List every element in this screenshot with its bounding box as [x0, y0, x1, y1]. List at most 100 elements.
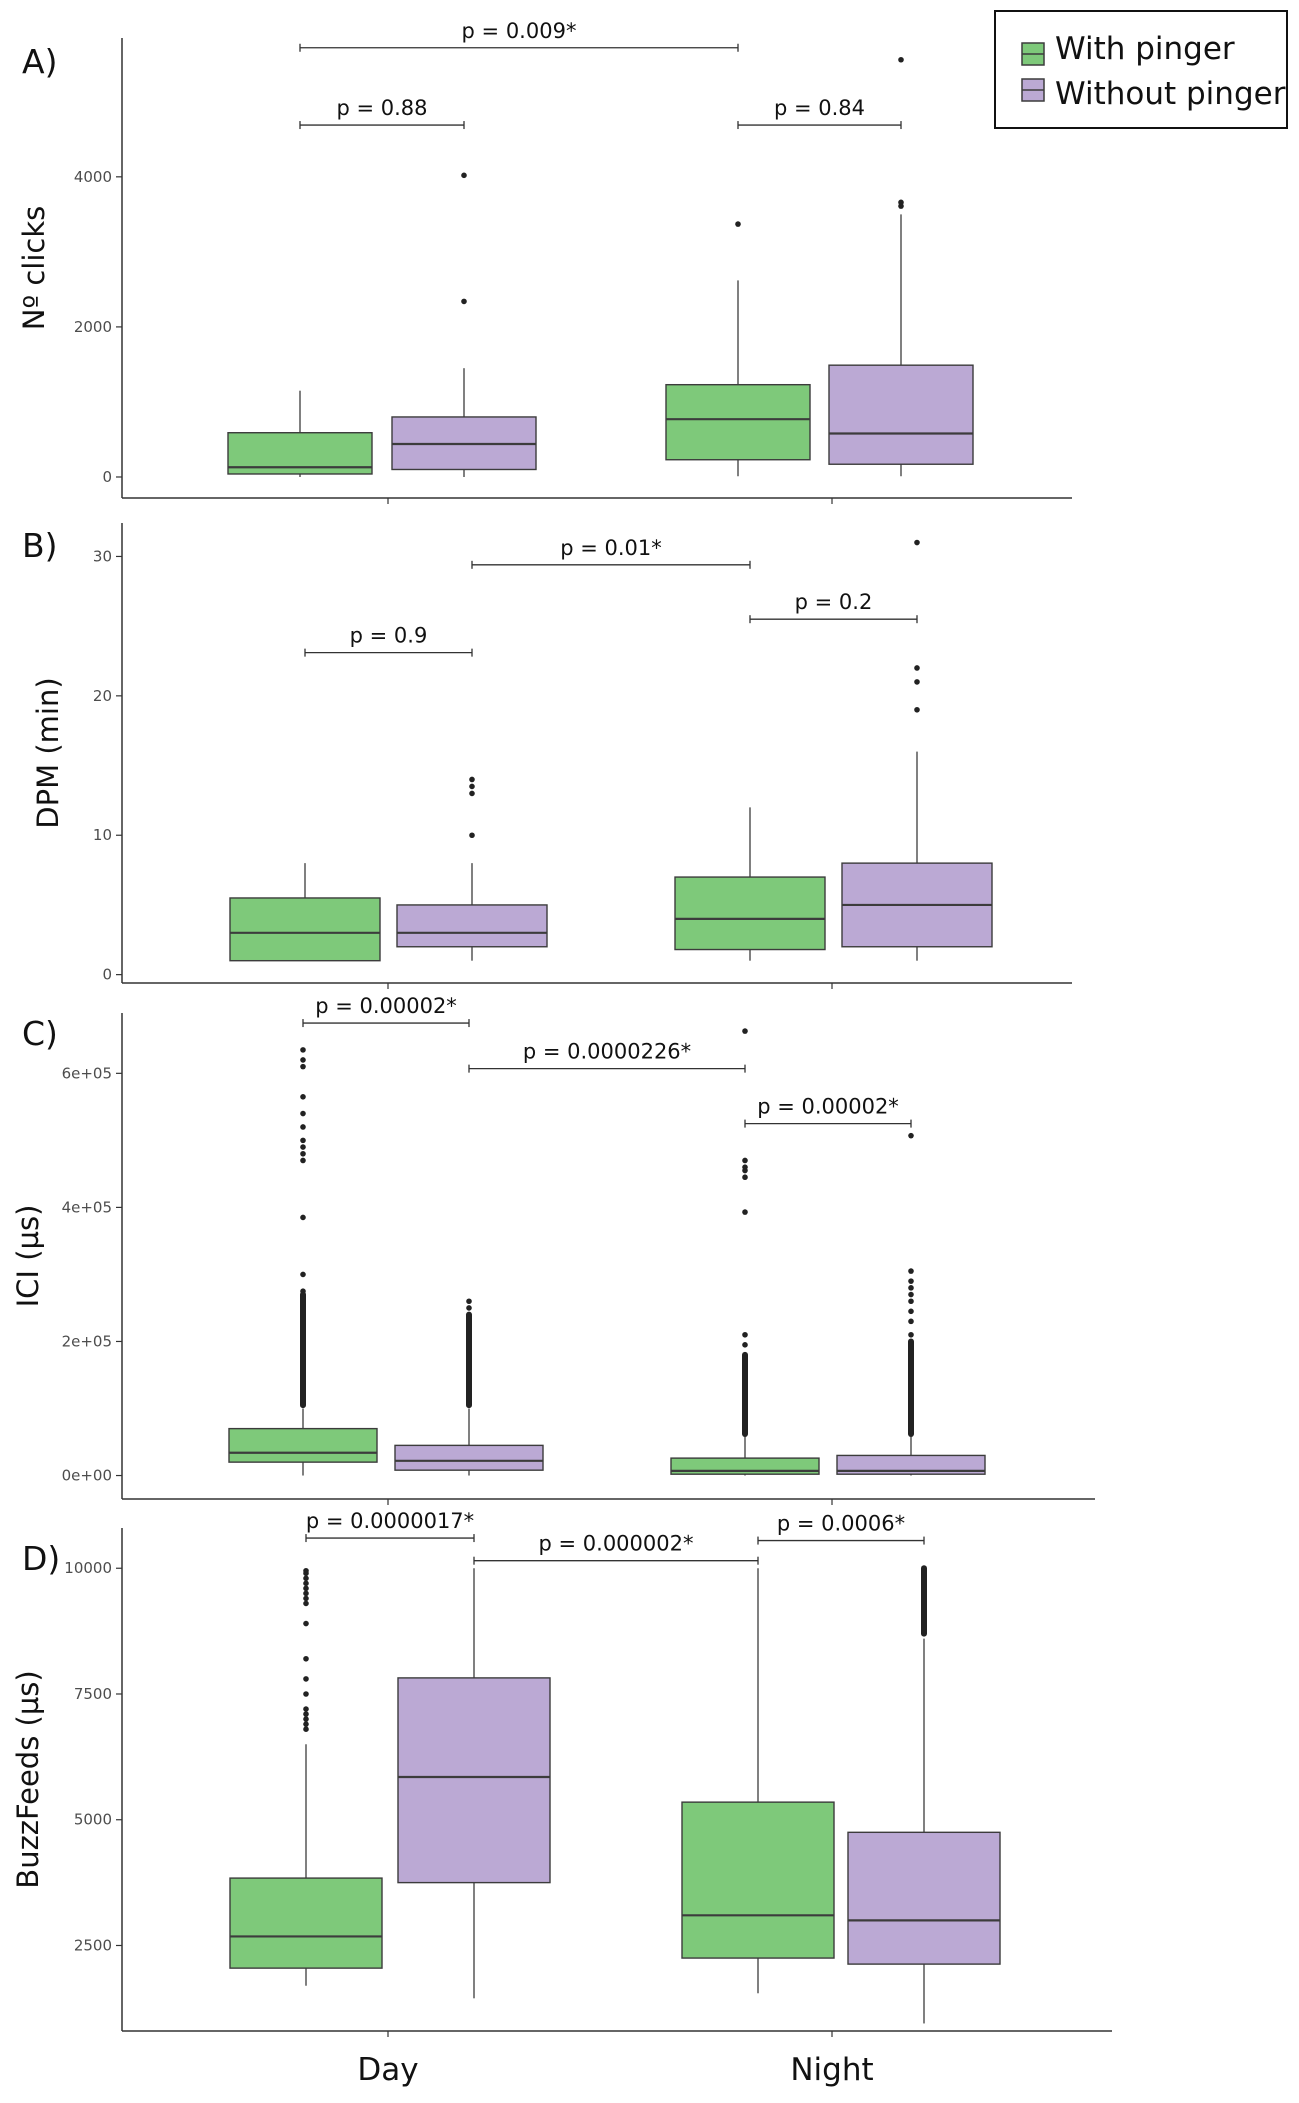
- outlier-point: [908, 1331, 914, 1338]
- y-tick-label: 6e+05: [62, 1064, 112, 1082]
- panel-c: 0e+00 2e+05 4e+05 6e+05 ICI (µs) C) p = 0.0000…: [11, 994, 1095, 1505]
- legend-label-without-pinger: Without pinger: [1055, 76, 1286, 112]
- significance-bracket: p = 0.00002*: [744, 1095, 912, 1128]
- y-tick-label: 4e+05: [62, 1198, 112, 1216]
- outlier-point: [908, 1285, 914, 1291]
- significance-bracket: p = 0.88: [299, 96, 465, 130]
- outlier-point: [742, 1209, 748, 1215]
- box-night-without-pinger: [841, 539, 993, 961]
- box-night-without-pinger: [836, 1132, 986, 1476]
- outlier-point: [300, 1214, 306, 1221]
- y-tick-label: 4000: [74, 168, 112, 186]
- outlier-point: [898, 56, 904, 63]
- y-axis-label: DPM (min): [31, 677, 65, 828]
- outlier-point: [908, 1268, 914, 1274]
- outlier-point: [303, 1716, 309, 1722]
- outlier-point: [300, 1093, 306, 1100]
- outlier-point: [303, 1676, 309, 1682]
- outlier-point: [742, 1028, 748, 1034]
- p-value-label: p = 0.2: [795, 590, 873, 614]
- outlier-point: [469, 790, 475, 797]
- box-night-with-pinger: [681, 1568, 835, 1994]
- outlier-point: [300, 1063, 306, 1070]
- significance-bracket: p = 0.0000017*: [305, 1509, 475, 1543]
- p-value-label: p = 0.0006*: [777, 1512, 905, 1536]
- box-night-with-pinger: [665, 221, 811, 477]
- y-tick-label: 20: [93, 687, 112, 705]
- y-tick-label: 10000: [64, 1559, 112, 1577]
- y-tick-label: 2500: [74, 1936, 112, 1954]
- y-tick-label: 0: [102, 966, 112, 984]
- significance-bracket: p = 0.2: [749, 590, 918, 624]
- outlier-point: [914, 539, 920, 546]
- outlier-point: [898, 199, 904, 206]
- p-value-label: p = 0.009*: [462, 19, 577, 43]
- box-night-with-pinger: [674, 807, 826, 961]
- outlier-point: [300, 1057, 306, 1063]
- outlier-point: [908, 1298, 914, 1305]
- outlier-point: [914, 706, 920, 713]
- significance-bracket: p = 0.000002*: [473, 1532, 759, 1565]
- outlier-point: [908, 1291, 914, 1298]
- outlier-point: [303, 1585, 309, 1592]
- outlier-point: [303, 1711, 309, 1717]
- outlier-point: [466, 1298, 472, 1305]
- y-tick-label: 10: [93, 826, 112, 844]
- outlier-point: [303, 1655, 309, 1662]
- y-tick-label: 30: [93, 547, 112, 565]
- significance-bracket: p = 0.0006*: [757, 1512, 925, 1545]
- p-value-label: p = 0.00002*: [757, 1095, 899, 1119]
- outlier-point: [303, 1590, 309, 1597]
- outlier-point: [303, 1706, 309, 1712]
- outlier-point: [908, 1308, 914, 1315]
- box-day-with-pinger: [227, 390, 373, 477]
- y-tick-label: 2e+05: [62, 1332, 112, 1350]
- significance-bracket: p = 0.00002*: [302, 994, 470, 1028]
- box-body: [229, 1877, 383, 1969]
- outlier-point: [303, 1580, 309, 1587]
- legend: With pinger Without pinger: [994, 10, 1288, 129]
- outlier-point: [303, 1691, 309, 1697]
- outlier-point: [742, 1342, 748, 1348]
- significance-bracket: p = 0.84: [737, 96, 902, 130]
- p-value-label: p = 0.88: [336, 96, 427, 120]
- outlier-point: [303, 1726, 309, 1732]
- outlier-point: [908, 1132, 914, 1139]
- box-night-with-pinger: [670, 1028, 820, 1476]
- outlier-point: [303, 1721, 309, 1727]
- outlier-point: [300, 1150, 306, 1157]
- outlier-point: [461, 298, 467, 305]
- outlier-point: [914, 679, 920, 685]
- outlier-point: [742, 1331, 748, 1338]
- box-day-with-pinger: [228, 1047, 378, 1476]
- y-axis-label: Nº clicks: [17, 206, 51, 330]
- panel-label: A): [22, 42, 57, 81]
- outlier-point: [303, 1600, 309, 1607]
- outlier-point: [303, 1620, 309, 1627]
- box-body: [396, 904, 548, 948]
- significance-bracket: p = 0.009*: [299, 19, 739, 52]
- box-body: [228, 1427, 378, 1463]
- box-body: [397, 1677, 551, 1884]
- box-night-without-pinger: [847, 1565, 1001, 2024]
- outlier-point: [300, 1288, 306, 1294]
- x-tick-label-night: Night: [790, 2052, 873, 2088]
- y-axis-label: ICI (µs): [11, 1205, 45, 1308]
- outlier-point: [303, 1575, 309, 1582]
- significance-bracket: p = 0.9: [304, 624, 473, 657]
- outlier-point: [742, 1157, 748, 1164]
- y-tick-label: 0e+00: [62, 1467, 112, 1485]
- p-value-label: p = 0.0000226*: [523, 1040, 691, 1064]
- box-day-without-pinger: [396, 776, 548, 961]
- box-day-without-pinger: [391, 172, 537, 477]
- box-night-without-pinger: [828, 56, 974, 477]
- outlier-point: [300, 1144, 306, 1150]
- outlier-point: [466, 1305, 472, 1311]
- y-tick-label: 7500: [74, 1685, 112, 1703]
- p-value-label: p = 0.9: [350, 624, 428, 648]
- outlier-point: [742, 1164, 748, 1170]
- panel-d: 2500 5000 7500 10000 Day Night BuzzFeeds (µs) D…: [11, 1509, 1112, 2088]
- x-tick-label-day: Day: [357, 2052, 418, 2088]
- p-value-label: p = 0.0000017*: [306, 1509, 474, 1533]
- outlier-point: [469, 832, 475, 839]
